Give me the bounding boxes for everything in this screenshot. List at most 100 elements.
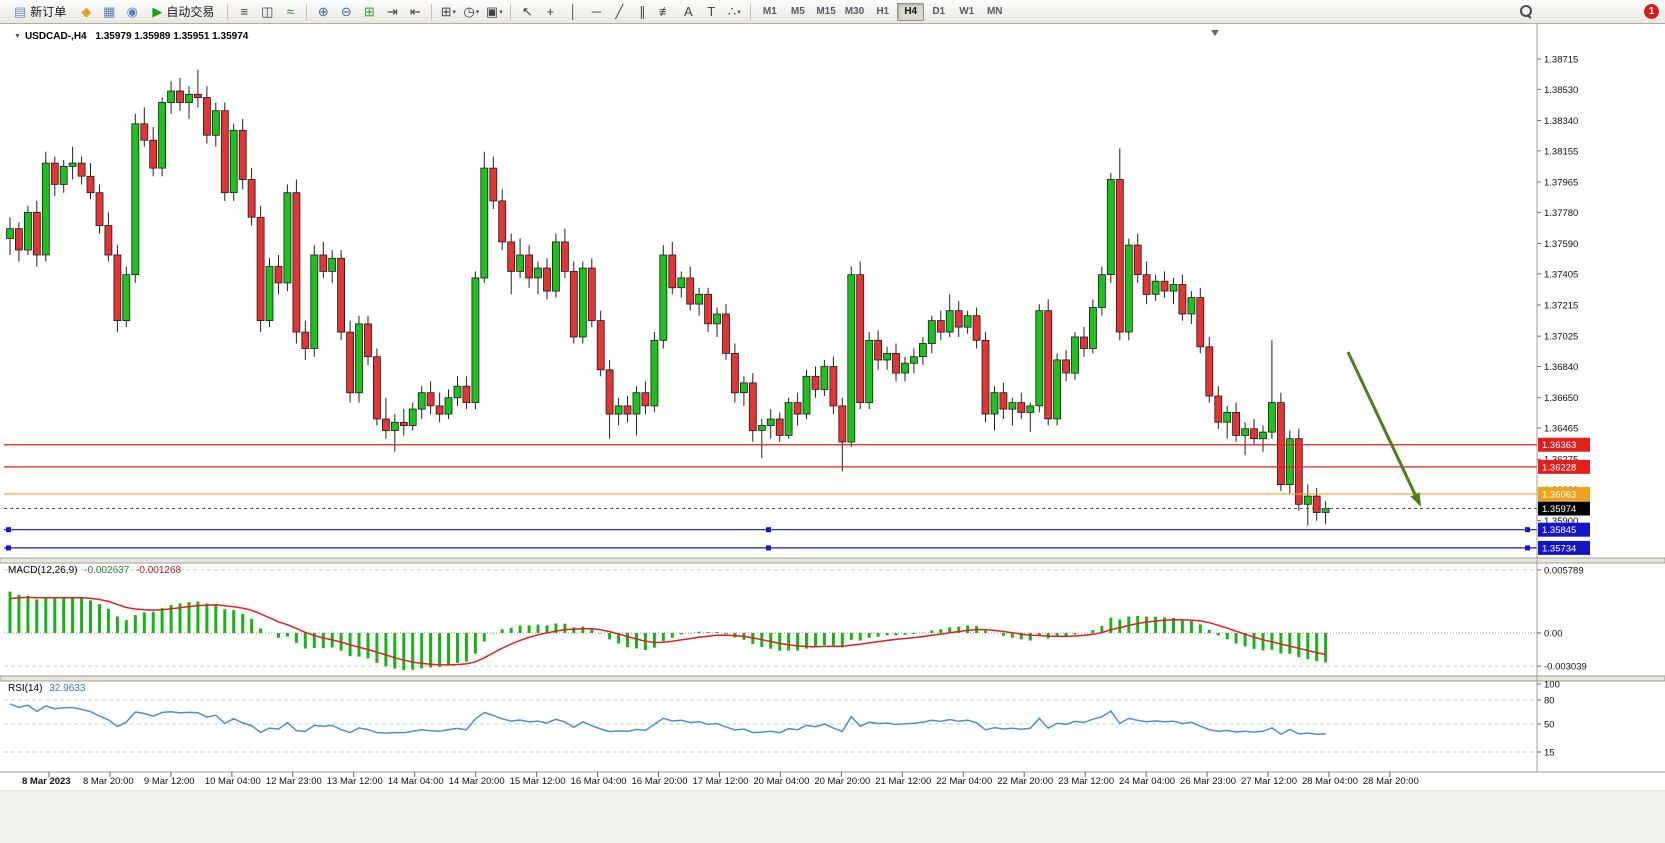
timeframe-button-m15[interactable]: M15 [812, 3, 839, 21]
new-chart-button[interactable]: ⊞ ▾ [437, 2, 459, 22]
chart-title: ▼ USDCAD-,H4 1.35979 1.35989 1.35951 1.35… [14, 31, 248, 42]
timeframe-button-h1[interactable]: H1 [869, 3, 896, 21]
svg-text:28 Mar 04:00: 28 Mar 04:00 [1302, 776, 1358, 787]
timeframe-button-w1[interactable]: W1 [953, 3, 980, 21]
svg-text:1.35845: 1.35845 [1542, 525, 1576, 536]
svg-text:1.36650: 1.36650 [1544, 393, 1578, 404]
channel-tool-icon: ∥ [639, 3, 646, 19]
panel-separator-main-macd[interactable] [0, 557, 1665, 564]
timeframe-button-mn[interactable]: MN [981, 3, 1008, 21]
chart-shift-marker-icon[interactable] [1211, 30, 1219, 36]
chart-shift-button[interactable]: ⇥ [381, 2, 403, 22]
candlestick-mode-button[interactable]: ◫ [256, 2, 278, 22]
svg-text:1.37215: 1.37215 [1544, 301, 1578, 312]
dropdown-arrow-icon: ▾ [452, 8, 457, 16]
svg-text:20 Mar 20:00: 20 Mar 20:00 [814, 776, 870, 787]
svg-text:8 Mar 20:00: 8 Mar 20:00 [83, 776, 134, 787]
trend-arrow[interactable] [1346, 351, 1421, 507]
cursor-tool-icon: ↖ [521, 3, 533, 19]
search-button[interactable] [1515, 2, 1537, 22]
svg-text:1.36465: 1.36465 [1544, 424, 1578, 435]
template-menu-icon: ▣ [485, 3, 499, 19]
svg-text:12 Mar 23:00: 12 Mar 23:00 [266, 776, 322, 787]
timeframe-button-m1[interactable]: M1 [756, 3, 783, 21]
channel-tool-button[interactable]: ∥ [631, 2, 653, 22]
timeframe-button-m30[interactable]: M30 [841, 3, 868, 21]
autotrade-button[interactable]: ▶ 自动交易 [144, 2, 222, 22]
horizontal-line-1.35845[interactable] [4, 527, 1537, 533]
macd-signal-value: -0.001268 [136, 565, 182, 576]
period-menu-button[interactable]: ◷ ▾ [460, 2, 482, 22]
svg-text:17 Mar 12:00: 17 Mar 12:00 [692, 776, 748, 787]
zoom-in-button[interactable]: ⊕ [312, 2, 334, 22]
timeframe-button-m5[interactable]: M5 [784, 3, 811, 21]
auto-scroll-button[interactable]: ⇤ [404, 2, 426, 22]
rsi-value: 32.9633 [49, 683, 86, 694]
price-tag-1.36363: 1.36363 [1538, 437, 1590, 452]
text-tool-icon: A [683, 4, 693, 19]
svg-text:1.38715: 1.38715 [1544, 55, 1578, 66]
mql5-market-button[interactable]: ◆ [75, 2, 97, 22]
dropdown-arrow-icon: ▾ [499, 8, 503, 16]
label-tool-button[interactable]: T [700, 2, 722, 22]
crosshair-tool-button[interactable]: + [539, 2, 561, 22]
svg-text:26 Mar 23:00: 26 Mar 23:00 [1180, 776, 1236, 787]
svg-text:50: 50 [1544, 720, 1555, 731]
rsi-name: RSI(14) [8, 683, 43, 694]
shapes-tool-icon: ∴ [727, 3, 737, 19]
svg-text:1.37590: 1.37590 [1544, 239, 1578, 250]
svg-text:15 Mar 12:00: 15 Mar 12:00 [510, 776, 566, 787]
svg-text:22 Mar 04:00: 22 Mar 04:00 [936, 776, 992, 787]
svg-text:0.00: 0.00 [1544, 629, 1563, 640]
one-click-trading-icon[interactable]: ▼ [14, 32, 21, 40]
fibonacci-tool-button[interactable]: ≢ [654, 2, 676, 22]
price-tag-1.36063: 1.36063 [1538, 486, 1590, 501]
timeframe-group: M1 M5 M15 M30 H1 H4 D1 W1 MN [756, 2, 1008, 21]
svg-text:1.36228: 1.36228 [1542, 462, 1576, 473]
svg-text:1.35974: 1.35974 [1542, 504, 1576, 515]
trendline-tool-button[interactable]: ╱ [608, 2, 630, 22]
svg-text:21 Mar 12:00: 21 Mar 12:00 [875, 776, 931, 787]
bar-chart-mode-icon: ≡ [240, 4, 249, 19]
chart-window-button[interactable]: ▦ [98, 2, 120, 22]
period-menu-icon: ◷ [463, 3, 475, 19]
toolbar-separator [750, 3, 752, 20]
svg-text:1.37965: 1.37965 [1544, 178, 1578, 189]
macd-signal-line [9, 596, 1326, 666]
horizontal-line-1.35734[interactable] [4, 545, 1537, 551]
macd-main-value: -0.002637 [84, 565, 130, 576]
timeframe-button-d1[interactable]: D1 [925, 3, 952, 21]
community-button[interactable]: ◉ [121, 2, 143, 22]
svg-text:9 Mar 12:00: 9 Mar 12:00 [144, 776, 195, 787]
bar-chart-mode-button[interactable]: ≡ [233, 2, 255, 22]
svg-text:15: 15 [1544, 748, 1555, 759]
new-chart-icon: ⊞ [440, 3, 452, 19]
notification-badge[interactable]: 1 [1644, 4, 1659, 19]
shapes-tool-button[interactable]: ∴ ▾ [723, 2, 745, 22]
svg-text:13 Mar 12:00: 13 Mar 12:00 [327, 776, 383, 787]
line-chart-mode-button[interactable]: ≈ [279, 2, 301, 22]
tile-windows-button[interactable]: ⊞ [358, 2, 380, 22]
cursor-tool-button[interactable]: ↖ [516, 2, 538, 22]
new-order-button[interactable]: ▤ 新订单 [6, 2, 74, 22]
svg-text:27 Mar 12:00: 27 Mar 12:00 [1241, 776, 1297, 787]
zoom-out-button[interactable]: ⊖ [335, 2, 357, 22]
text-tool-button[interactable]: A [677, 2, 699, 22]
horizontal-line-tool-button[interactable]: ─ [585, 2, 607, 22]
panel-separator-macd-rsi[interactable] [0, 675, 1665, 682]
svg-text:80: 80 [1544, 696, 1555, 707]
time-axis: 8 Mar 2023 8 Mar 20:00 9 Mar 12:00 10 Mar 0… [22, 772, 1419, 787]
autotrade-button-label: 自动交易 [166, 5, 215, 19]
mql5-market-icon: ◆ [81, 3, 92, 19]
svg-text:28 Mar 20:00: 28 Mar 20:00 [1363, 776, 1419, 787]
main-toolbar: ▤ 新订单 ◆ ▦ ◉ ▶ 自动交易 ≡ ◫ ≈ ⊕ ⊖ ⊞ ⇥ ⇤ ⊞ ▾ ◷ ▾ ▣ ▾ ↖ + │ ─ ╱ ∥ ≢ A T ∴ ▾ M1 M… [0, 0, 1665, 24]
chart-ohlc-quote: 1.35979 1.35989 1.35951 1.35974 [95, 31, 249, 42]
price-tag-1.35734: 1.35734 [1538, 540, 1590, 555]
timeframe-button-h4[interactable]: H4 [897, 2, 925, 21]
template-menu-button[interactable]: ▣ ▾ [483, 2, 505, 22]
svg-text:14 Mar 04:00: 14 Mar 04:00 [388, 776, 444, 787]
svg-text:1.36063: 1.36063 [1542, 489, 1576, 500]
chart-window-icon: ▦ [103, 3, 116, 19]
vertical-line-tool-button[interactable]: │ [562, 2, 584, 22]
